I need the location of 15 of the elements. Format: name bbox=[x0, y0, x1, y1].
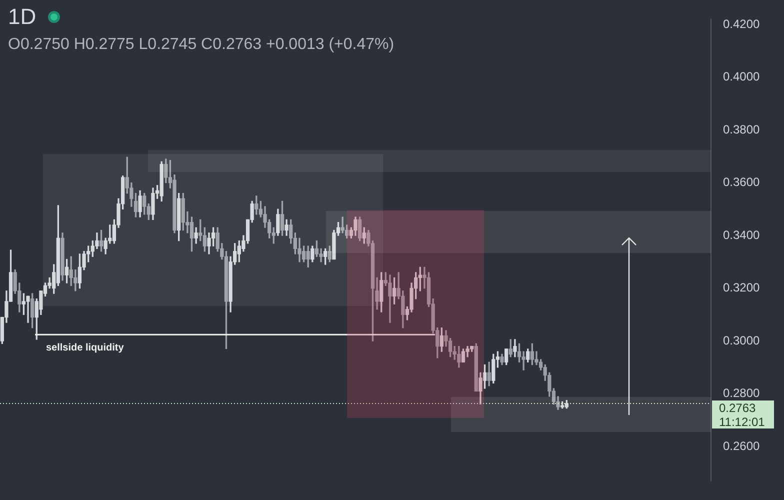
y-tick-label: 0.3600 bbox=[723, 175, 760, 190]
ref-line-label: 0.2763 bbox=[719, 400, 756, 415]
y-tick-label: 0.2800 bbox=[723, 386, 760, 400]
ref-line-label: sellside liquidity bbox=[46, 342, 124, 354]
y-tick-label: 0.3400 bbox=[723, 228, 760, 242]
y-tick-label: 0.3000 bbox=[723, 333, 760, 348]
text: 11:12:01 bbox=[719, 414, 766, 429]
y-tick-label: 0.4200 bbox=[723, 16, 760, 31]
y-tick-label: 0.2600 bbox=[723, 438, 760, 453]
y-tick-label: 0.4000 bbox=[723, 70, 760, 84]
text: O0.2750 H0.2775 L0.2745 C0.2763 +0.0013 (+0.47%) bbox=[8, 36, 394, 54]
y-tick-label: 0.3200 bbox=[723, 280, 760, 295]
chart-title: 1D bbox=[8, 4, 36, 30]
candlestick bbox=[26, 296, 30, 323]
y-tick-label: 0.3800 bbox=[723, 122, 760, 136]
